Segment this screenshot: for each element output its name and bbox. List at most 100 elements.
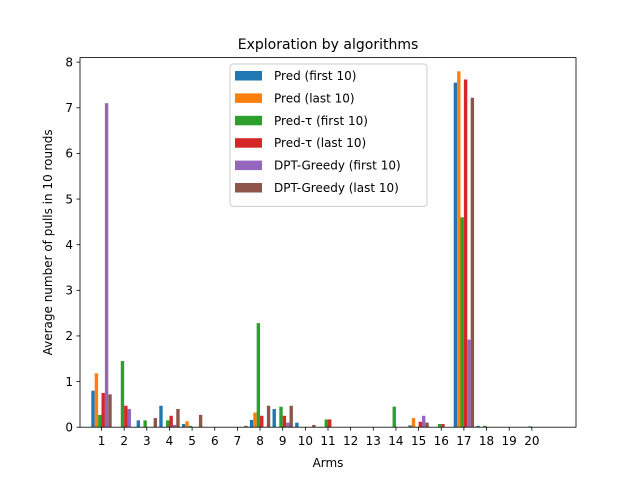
bar (127, 408, 131, 428)
x-tick-label: 1 (98, 434, 106, 448)
legend-label: Pred-τ (first 10) (274, 114, 368, 128)
bar (312, 424, 316, 428)
bar (253, 412, 257, 428)
x-tick-label: 3 (143, 434, 151, 448)
legend-swatch (235, 71, 262, 81)
y-tick-label: 7 (65, 101, 73, 115)
bar (289, 405, 293, 428)
x-tick-label: 5 (188, 434, 196, 448)
x-tick-label: 6 (211, 434, 219, 448)
bar (470, 97, 475, 428)
legend-swatch (235, 115, 262, 126)
y-tick-label: 0 (65, 421, 73, 435)
y-tick-label: 2 (65, 329, 73, 343)
bar (483, 425, 487, 428)
bar (460, 217, 464, 428)
y-tick-label: 3 (65, 284, 73, 298)
bars-group (91, 71, 532, 428)
bar (286, 422, 290, 428)
x-tick-label: 2 (120, 434, 128, 448)
legend-box (229, 63, 428, 207)
bar (328, 419, 332, 428)
y-tick-label: 6 (65, 147, 73, 161)
x-tick-label: 14 (388, 434, 403, 448)
x-tick-label: 18 (479, 434, 494, 448)
x-axis-label: Arms (313, 456, 344, 470)
bar (181, 424, 186, 428)
bar (463, 79, 468, 428)
bar (185, 421, 189, 428)
bar (441, 424, 445, 428)
bar (244, 425, 248, 428)
bar (101, 392, 105, 428)
bar (143, 420, 147, 428)
bar (266, 405, 271, 428)
bar (98, 414, 102, 428)
bar (418, 421, 422, 428)
legend-label: Pred (first 10) (274, 69, 356, 83)
bar (176, 408, 180, 428)
x-tick-label: 19 (502, 434, 517, 448)
bar (256, 323, 261, 428)
bar (272, 408, 276, 428)
x-tick-label: 9 (279, 434, 287, 448)
bar (411, 418, 416, 428)
bar (457, 71, 461, 428)
legend-swatch (235, 93, 262, 103)
bar (408, 425, 412, 428)
bar (172, 424, 177, 428)
bar (166, 420, 170, 428)
bar (249, 419, 254, 428)
y-tick-label: 1 (65, 375, 73, 389)
legend-label: DPT-Greedy (first 10) (274, 159, 401, 173)
bar (421, 415, 426, 428)
bar (392, 406, 396, 428)
bar (120, 361, 125, 428)
bar (324, 419, 328, 428)
bar (169, 415, 173, 428)
legend: Pred (first 10) Pred (last 10) Pred-τ (fir… (229, 63, 428, 207)
y-axis-label: Average number of pulls in 10 rounds (41, 129, 55, 355)
legend-label: DPT-Greedy (last 10) (274, 181, 399, 195)
bar (159, 405, 163, 428)
bar (282, 415, 287, 428)
y-tick-label: 5 (65, 192, 73, 206)
bar (425, 422, 429, 428)
bar (104, 103, 109, 428)
x-tick-label: 11 (320, 434, 335, 448)
y-tick-label: 8 (65, 55, 73, 69)
x-tick-label: 15 (411, 434, 426, 448)
bar (108, 394, 112, 428)
bar (124, 405, 128, 428)
x-tick-label: 7 (234, 434, 242, 448)
bar (136, 420, 141, 428)
x-tick-label: 13 (366, 434, 381, 448)
bar (528, 426, 532, 428)
bar (476, 425, 480, 428)
bar (94, 373, 99, 428)
bar (453, 82, 458, 428)
chart-title: Exploration by algorithms (238, 37, 419, 53)
y-tick-label: 4 (65, 238, 73, 252)
legend-label: Pred-τ (last 10) (274, 136, 366, 150)
bar (437, 424, 442, 428)
legend-swatch (235, 160, 262, 171)
x-tick-label: 12 (343, 434, 358, 448)
legend-swatch (235, 138, 262, 148)
plot-frame (79, 57, 577, 428)
x-tick-label: 20 (524, 434, 539, 448)
legend-label: Pred (last 10) (274, 91, 355, 105)
x-tick-label: 8 (256, 434, 264, 448)
bar (91, 390, 95, 428)
x-tick-label: 10 (298, 434, 313, 448)
bar (295, 422, 299, 428)
legend-swatch (235, 183, 262, 193)
bar (279, 406, 283, 428)
bar (467, 339, 471, 428)
x-tick-label: 16 (434, 434, 449, 448)
x-tick-label: 4 (166, 434, 174, 448)
x-tick-label: 17 (456, 434, 471, 448)
bar (260, 415, 264, 428)
